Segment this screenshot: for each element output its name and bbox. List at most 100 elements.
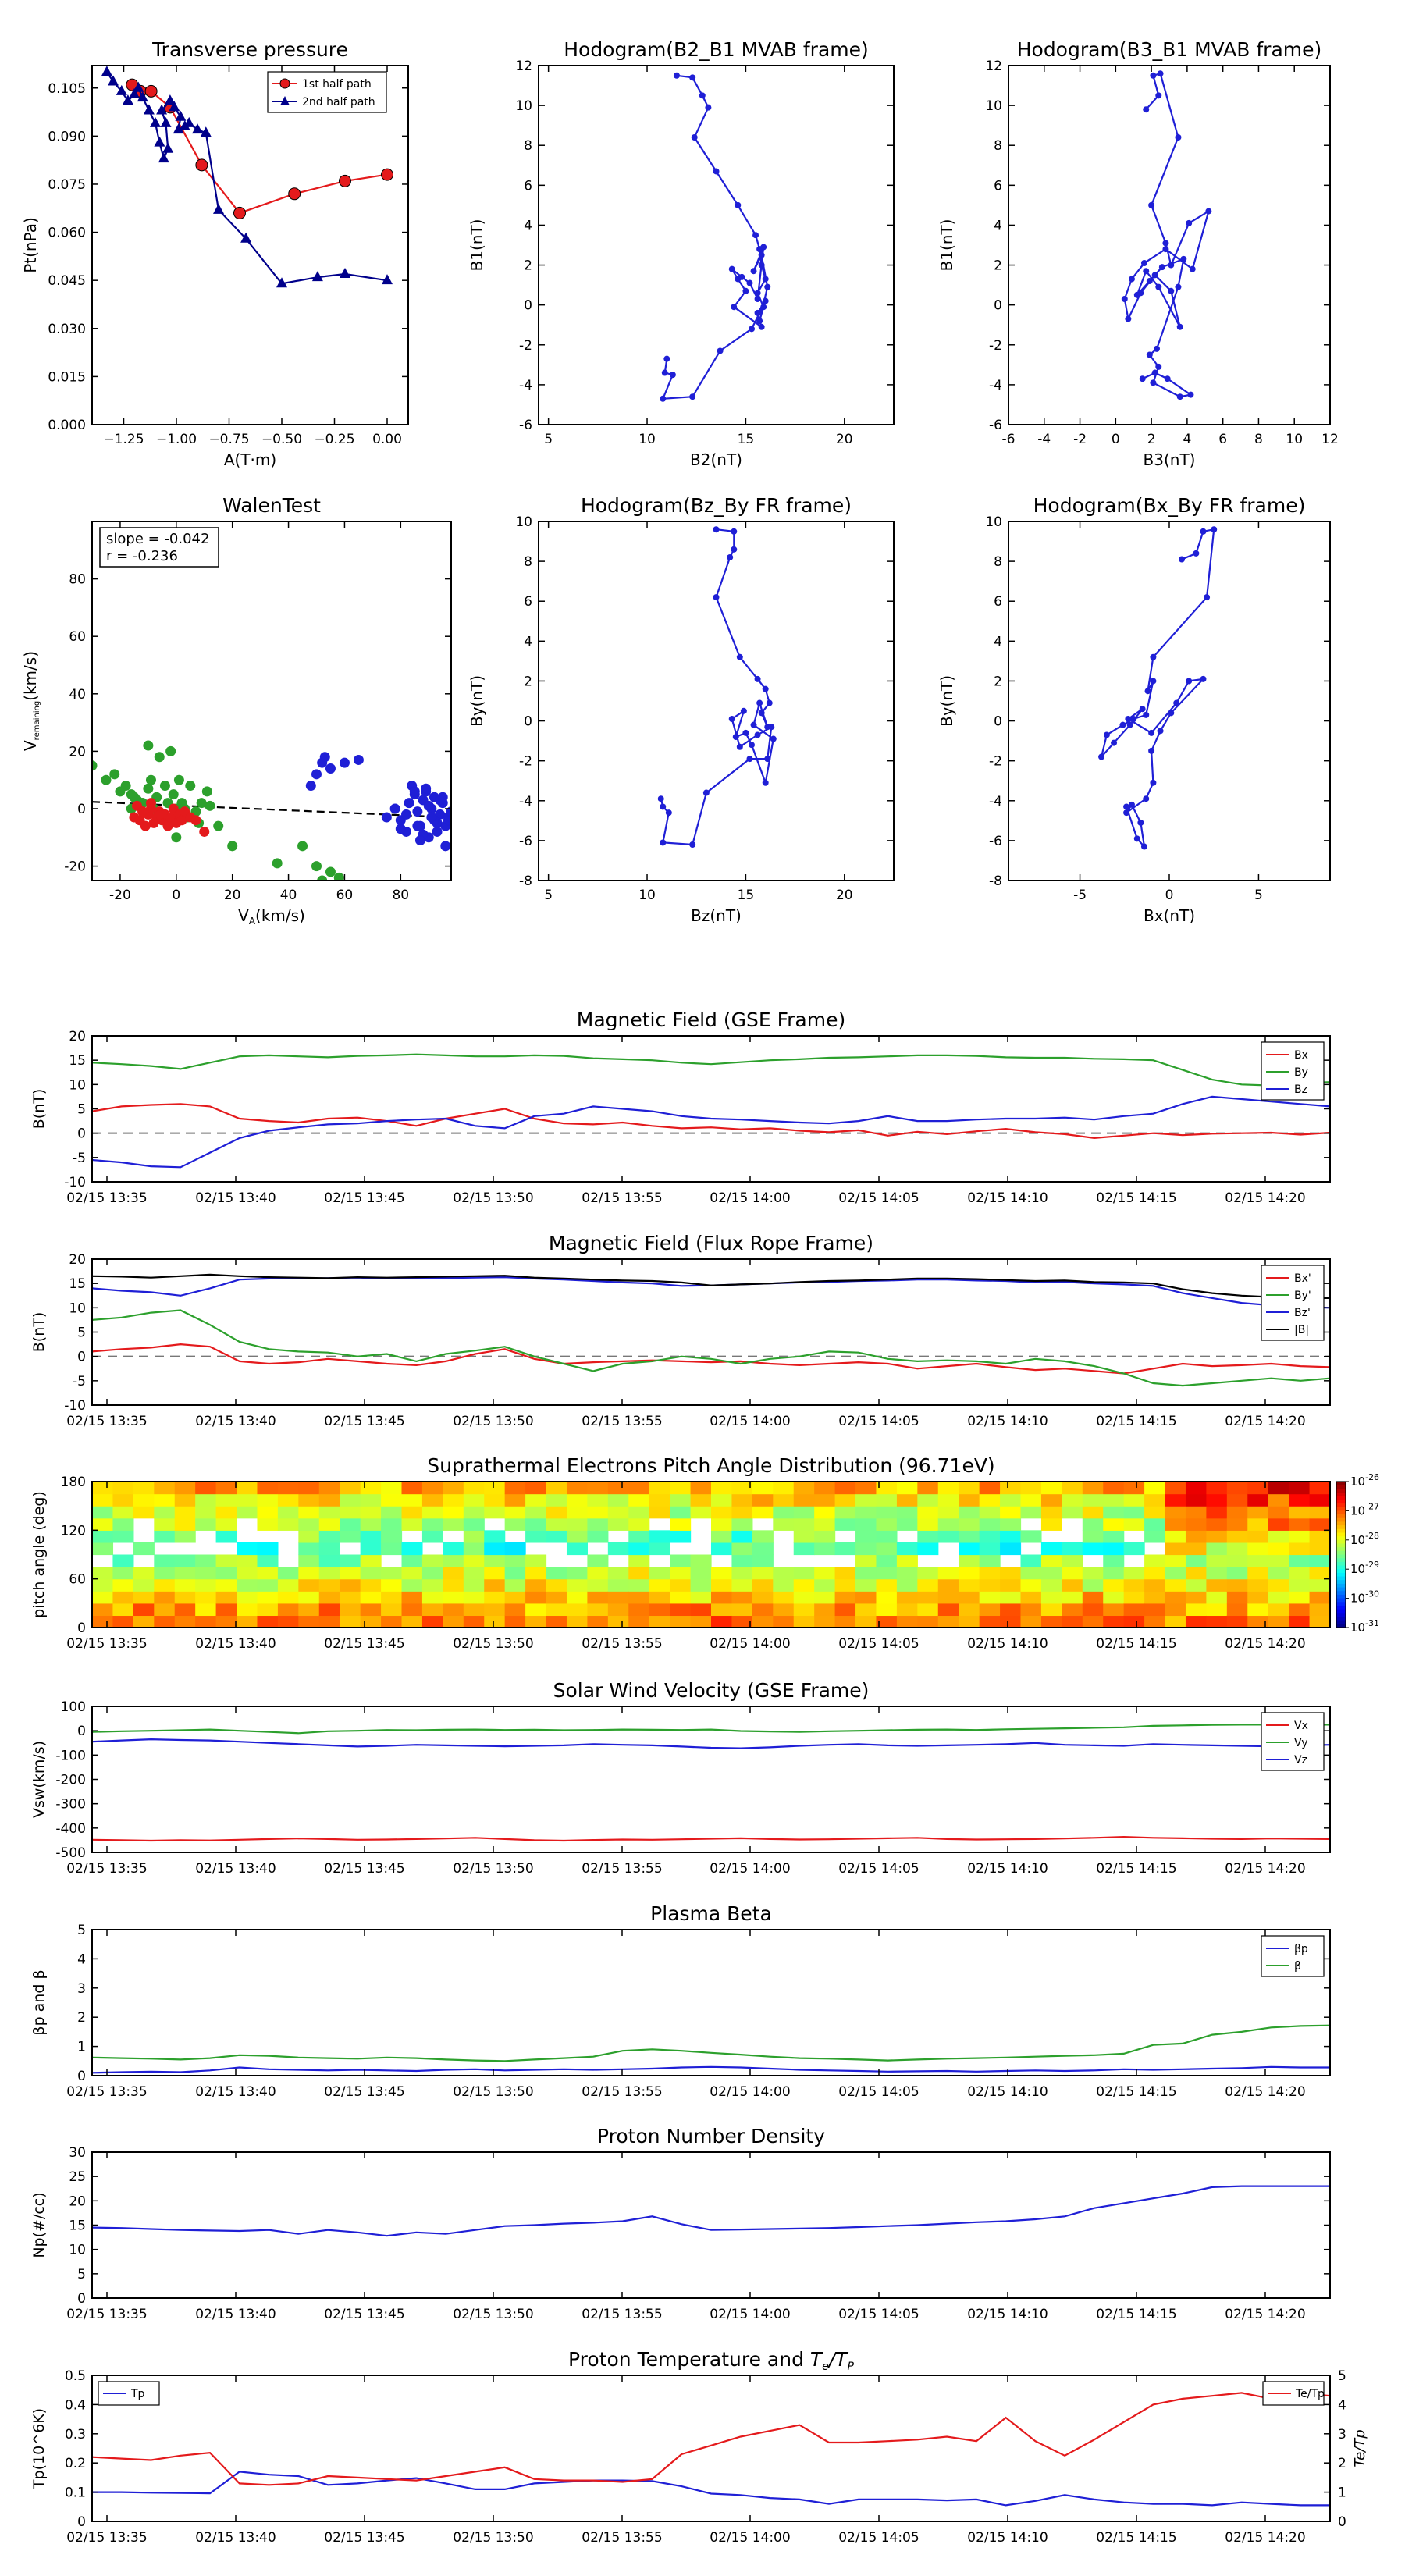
heatmap-cell: [690, 1506, 712, 1519]
heatmap-cell: [1185, 1542, 1207, 1556]
series-line-bx: [92, 1103, 1330, 1140]
scatter-point: [297, 841, 308, 852]
heatmap-cell: [401, 1591, 423, 1604]
x-tick-label: 02/15 13:55: [582, 1414, 662, 1429]
data-point: [1146, 351, 1153, 358]
x-tick-label: 02/15 13:55: [582, 1190, 662, 1206]
y-tick-label: -10: [64, 1175, 86, 1190]
series-line-bz: [92, 1095, 1330, 1169]
heatmap-cell: [1247, 1482, 1269, 1495]
y-tick-label: 15: [69, 1053, 86, 1069]
scatter-point: [140, 820, 151, 831]
heatmap-cell: [546, 1615, 567, 1628]
heatmap-cell: [649, 1578, 670, 1592]
data-point: [756, 318, 763, 325]
y-tick-label: -6: [989, 834, 1002, 849]
y-tick-label: 0: [77, 1126, 86, 1142]
heatmap-cell: [1062, 1554, 1083, 1567]
heatmap-cell: [1289, 1615, 1311, 1628]
heatmap-cell: [443, 1591, 464, 1604]
heatmap-cell: [587, 1567, 609, 1580]
heatmap-cell: [1309, 1554, 1330, 1567]
circle-marker: [195, 158, 208, 172]
y-tick-label: -6: [519, 418, 532, 433]
heatmap-cell: [237, 1493, 258, 1507]
x-tick-label: 02/15 14:20: [1225, 2084, 1305, 2100]
heatmap-cell: [1289, 1603, 1311, 1617]
chart-title: Hodogram(Bx_By FR frame): [1033, 494, 1306, 517]
heatmap-cell: [215, 1554, 237, 1567]
heatmap-cell: [546, 1591, 567, 1604]
heatmap-cell: [318, 1615, 340, 1628]
x-tick-label: 02/15 13:45: [324, 1636, 404, 1652]
heatmap-cell: [876, 1506, 898, 1519]
heatmap-cell: [1268, 1542, 1289, 1556]
heatmap-cell: [174, 1615, 196, 1628]
heatmap-cell: [917, 1530, 939, 1543]
heatmap-cell: [896, 1567, 918, 1580]
heatmap-cell: [1144, 1591, 1166, 1604]
heatmap-cell: [381, 1493, 403, 1507]
data-point: [1150, 72, 1157, 79]
data-point: [1144, 688, 1151, 695]
data-point: [1157, 70, 1164, 77]
heatmap-cell: [979, 1542, 1001, 1556]
heatmap-cell: [1103, 1530, 1125, 1543]
x-tick-label: 0: [172, 888, 180, 903]
heatmap-cell: [628, 1554, 650, 1567]
heatmap-cell: [484, 1482, 506, 1495]
heatmap-cell: [195, 1517, 217, 1531]
x-tick-label: -4: [1037, 432, 1051, 447]
heatmap-cell: [525, 1482, 547, 1495]
x-tick-label: −0.25: [314, 432, 354, 447]
heatmap-cell: [1206, 1482, 1228, 1495]
x-tick-label: 02/15 14:15: [1096, 2084, 1176, 2100]
heatmap-cell: [876, 1567, 898, 1580]
data-point: [1155, 283, 1162, 290]
heatmap-cell: [277, 1506, 299, 1519]
scatter-point: [92, 760, 98, 771]
heatmap-cell: [1247, 1554, 1269, 1567]
scatter-point: [165, 745, 176, 756]
colorbar-cell: [1336, 1550, 1346, 1556]
heatmap-cell: [1103, 1482, 1125, 1495]
heatmap-cell: [628, 1482, 650, 1495]
heatmap-cell: [773, 1615, 795, 1628]
heatmap-cell: [443, 1615, 464, 1628]
y-tick-label: 6: [524, 594, 532, 610]
y-tick-label: 15: [69, 1276, 86, 1292]
heatmap-cell: [257, 1506, 279, 1519]
heatmap-cell: [979, 1578, 1001, 1592]
colorbar-cell: [1336, 1558, 1346, 1563]
colorbar-cell: [1336, 1572, 1346, 1578]
annotation-text: slope = -0.042: [106, 531, 209, 547]
data-point: [713, 526, 720, 533]
heatmap-cell: [1268, 1554, 1289, 1567]
data-point: [1119, 721, 1126, 728]
y-tick-label: 60: [69, 629, 86, 645]
y-axis-label: Np(#/cc): [30, 2192, 48, 2258]
heatmap-cell: [1082, 1603, 1104, 1617]
y-tick-label: 8: [994, 554, 1002, 570]
heatmap-cell: [215, 1603, 237, 1617]
data-point: [665, 809, 672, 817]
colorbar-cell: [1336, 1591, 1346, 1596]
heatmap-cell: [896, 1517, 918, 1531]
scatter-point: [426, 812, 437, 823]
heatmap-cell: [587, 1554, 609, 1567]
heatmap-cell: [587, 1603, 609, 1617]
y-tick-label: 5: [77, 1325, 86, 1341]
plot-area: [92, 1724, 1330, 1842]
scatter-point: [145, 798, 156, 809]
x-tick-label: 02/15 14:10: [967, 2084, 1048, 2100]
legend: βp β: [1261, 1935, 1325, 1977]
y-tick-label: 3: [77, 1981, 86, 1997]
heatmap-cell: [237, 1578, 258, 1592]
heatmap-cell: [1082, 1591, 1104, 1604]
heatmap-cell: [628, 1591, 650, 1604]
heatmap-cell: [340, 1567, 361, 1580]
data-point: [1205, 208, 1212, 215]
triangle-marker: [143, 104, 155, 115]
right-y-tick-label: 0: [1338, 2514, 1346, 2530]
y-tick-label: 6: [994, 178, 1002, 194]
